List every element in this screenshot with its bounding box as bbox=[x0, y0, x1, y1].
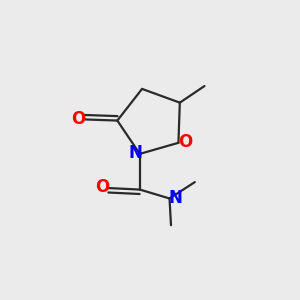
Text: N: N bbox=[169, 189, 182, 207]
Text: O: O bbox=[95, 178, 109, 196]
Text: O: O bbox=[71, 110, 85, 128]
Text: O: O bbox=[178, 133, 192, 151]
Text: N: N bbox=[128, 144, 142, 162]
